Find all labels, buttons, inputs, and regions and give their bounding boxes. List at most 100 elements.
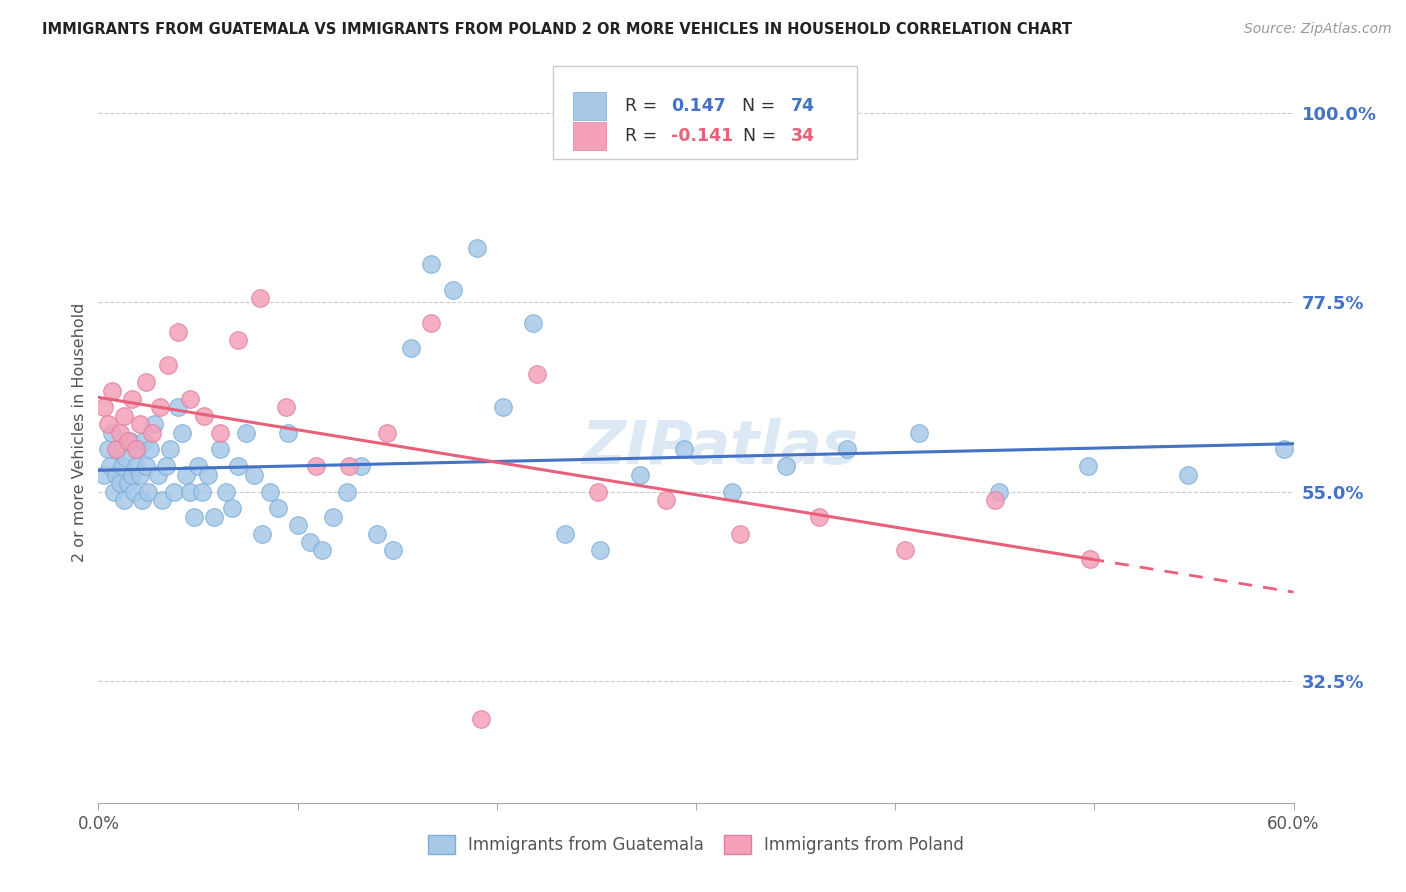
Point	[522, 316, 544, 330]
Point	[131, 492, 153, 507]
Point	[187, 459, 209, 474]
Text: Source: ZipAtlas.com: Source: ZipAtlas.com	[1244, 22, 1392, 37]
FancyBboxPatch shape	[572, 92, 606, 120]
Point	[589, 543, 612, 558]
FancyBboxPatch shape	[553, 66, 858, 159]
Point	[304, 459, 326, 474]
Point	[311, 543, 333, 558]
Point	[112, 492, 135, 507]
FancyBboxPatch shape	[572, 122, 606, 151]
Point	[808, 509, 831, 524]
Point	[111, 459, 134, 474]
Point	[775, 459, 797, 474]
Point	[235, 425, 257, 440]
Point	[183, 509, 205, 524]
Point	[339, 459, 361, 474]
Text: 74: 74	[790, 97, 814, 115]
Point	[125, 442, 148, 457]
Point	[673, 442, 696, 457]
Point	[250, 526, 273, 541]
Point	[259, 484, 281, 499]
Point	[215, 484, 238, 499]
Point	[135, 459, 157, 474]
Point	[208, 442, 231, 457]
Point	[105, 442, 128, 457]
Point	[197, 467, 219, 482]
Point	[987, 484, 1010, 499]
Point	[221, 501, 243, 516]
Point	[226, 459, 249, 474]
Point	[101, 425, 124, 440]
Point	[117, 434, 139, 448]
Point	[837, 442, 859, 457]
Point	[202, 509, 225, 524]
Point	[492, 401, 515, 415]
Point	[721, 484, 744, 499]
Point	[1272, 442, 1295, 457]
Point	[179, 392, 201, 406]
Point	[110, 476, 132, 491]
Text: R =: R =	[626, 128, 664, 145]
Point	[141, 425, 163, 440]
Point	[588, 484, 610, 499]
Point	[322, 509, 344, 524]
Point	[127, 442, 149, 457]
Point	[150, 492, 173, 507]
Point	[399, 342, 422, 356]
Point	[277, 425, 299, 440]
Point	[441, 283, 464, 297]
Point	[159, 442, 181, 457]
Point	[121, 467, 143, 482]
Point	[226, 333, 249, 347]
Point	[93, 401, 115, 415]
Text: 34: 34	[790, 128, 814, 145]
Point	[628, 467, 651, 482]
Text: 0.147: 0.147	[671, 97, 725, 115]
Point	[101, 384, 124, 398]
Point	[554, 526, 576, 541]
Point	[157, 359, 180, 373]
Point	[112, 409, 135, 423]
Point	[148, 467, 170, 482]
Point	[267, 501, 290, 516]
Point	[526, 367, 548, 381]
Point	[1177, 467, 1199, 482]
Point	[139, 442, 162, 457]
Point	[336, 484, 359, 499]
Point	[135, 375, 157, 389]
Point	[93, 467, 115, 482]
Text: R =: R =	[626, 97, 664, 115]
Point	[167, 401, 190, 415]
Point	[97, 417, 120, 432]
Point	[103, 484, 125, 499]
Point	[143, 417, 166, 432]
Point	[155, 459, 177, 474]
Point	[174, 467, 197, 482]
Point	[193, 409, 215, 423]
Point	[420, 257, 443, 271]
Point	[728, 526, 751, 541]
Point	[298, 535, 321, 549]
Point	[420, 316, 443, 330]
Point	[470, 712, 492, 726]
Point	[179, 484, 201, 499]
Point	[97, 442, 120, 457]
Point	[136, 484, 159, 499]
Point	[129, 467, 152, 482]
Point	[110, 425, 132, 440]
Point	[1080, 551, 1102, 566]
Point	[465, 240, 488, 255]
Point	[125, 459, 148, 474]
Point	[1077, 459, 1099, 474]
Point	[163, 484, 186, 499]
Point	[115, 450, 138, 465]
Text: ZIPatlas: ZIPatlas	[581, 418, 859, 477]
Point	[249, 291, 271, 305]
Point	[172, 425, 194, 440]
Point	[655, 492, 678, 507]
Text: IMMIGRANTS FROM GUATEMALA VS IMMIGRANTS FROM POLAND 2 OR MORE VEHICLES IN HOUSEH: IMMIGRANTS FROM GUATEMALA VS IMMIGRANTS …	[42, 22, 1073, 37]
Point	[98, 459, 122, 474]
Point	[366, 526, 388, 541]
Text: -0.141: -0.141	[671, 128, 733, 145]
Point	[382, 543, 405, 558]
